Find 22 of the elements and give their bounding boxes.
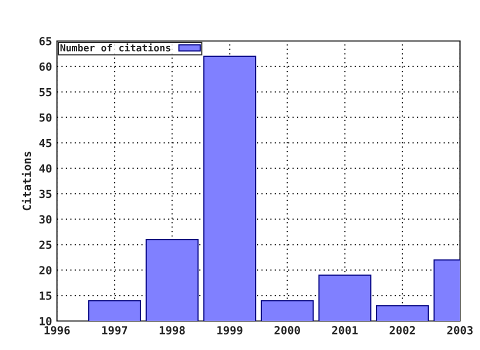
y-tick-label: 40 [39,164,52,173]
y-tick-label: 10 [40,316,52,326]
x-tick-label: 2002 [390,326,415,334]
x-tick-label: 1996 [44,326,70,335]
y-tick-label: 45 [39,138,52,148]
y-tick-label: 25 [39,240,52,250]
x-tick-label: 2000 [274,326,300,334]
x-tick-label: 1999 [217,326,242,335]
y-tick-label: 15 [40,292,52,300]
y-tick-label: 65 [39,36,52,46]
y-tick-label: 30 [39,215,52,224]
y-tick-label: 35 [39,190,52,198]
x-tick-label: 2003 [447,326,473,334]
y-tick-label: 50 [40,113,52,122]
legend-label: Number of citations [60,43,170,52]
y-tick-label: 60 [39,62,52,71]
x-tick-label: 1998 [160,326,185,335]
x-tick-label: 2001 [332,326,358,334]
x-tick-label: 1997 [102,326,128,335]
y-axis-title: Citations [22,152,32,210]
y-tick-label: 20 [39,266,52,274]
y-tick-label: 55 [40,88,52,96]
